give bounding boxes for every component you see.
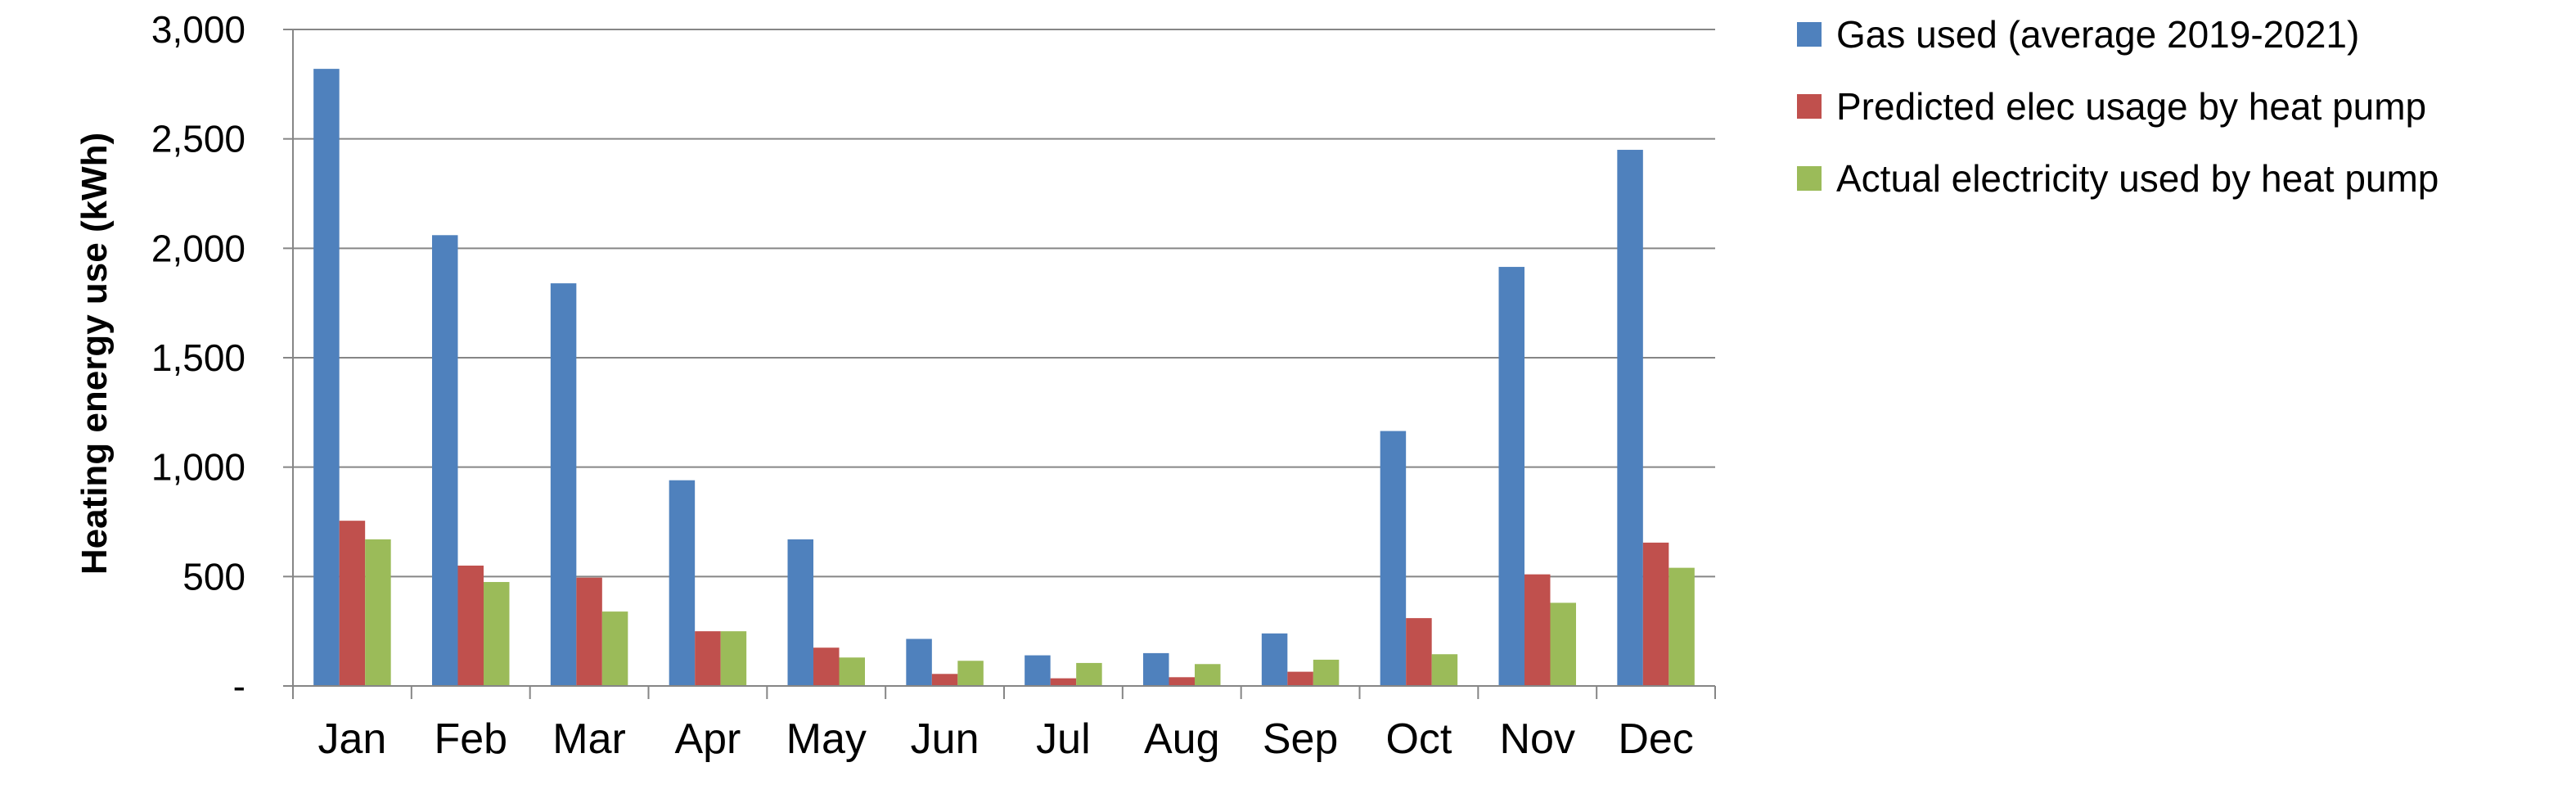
- y-tick-label: 1,000: [151, 446, 245, 489]
- axes: [292, 29, 1716, 699]
- bar-may-series-1: [787, 539, 813, 686]
- bar-sep-series-1: [1261, 633, 1288, 686]
- bar-aug-series-1: [1143, 652, 1169, 686]
- x-category-label: Dec: [1618, 715, 1693, 763]
- bar-sep-series-3: [1313, 659, 1340, 686]
- x-category-label: Jul: [1036, 715, 1090, 763]
- bar-oct-series-1: [1380, 431, 1407, 686]
- bar-dec-series-1: [1617, 150, 1643, 687]
- bar-may-series-2: [813, 647, 840, 686]
- bar-dec-series-2: [1642, 542, 1669, 686]
- x-category-label: Feb: [434, 715, 507, 763]
- bar-jun-series-3: [957, 661, 984, 686]
- bar-mar-series-1: [550, 283, 577, 686]
- y-tick-label: 1,500: [151, 336, 245, 379]
- bar-nov-series-1: [1498, 267, 1524, 686]
- legend-swatch: [1797, 166, 1822, 191]
- bar-jul-series-3: [1076, 662, 1102, 686]
- y-tick-label: 3,000: [151, 8, 245, 51]
- bar-jun-series-1: [906, 638, 932, 686]
- bar-may-series-3: [839, 657, 865, 686]
- bar-mar-series-2: [576, 577, 602, 686]
- y-tick-label: 2,500: [151, 118, 245, 160]
- bar-aug-series-2: [1169, 677, 1195, 686]
- x-category-label: Oct: [1385, 715, 1452, 763]
- bar-nov-series-3: [1550, 602, 1576, 686]
- bar-feb-series-2: [457, 565, 484, 686]
- legend-label: Gas used (average 2019-2021): [1836, 13, 2359, 56]
- bars: [313, 69, 1695, 687]
- legend-label: Predicted elec usage by heat pump: [1836, 85, 2426, 128]
- y-tick-labels: - 500 1,000 1,500 2,000 2,500 3,000: [151, 8, 245, 707]
- x-category-label: Sep: [1263, 715, 1339, 763]
- y-axis-title: Heating energy use (kWh): [74, 133, 115, 575]
- bar-sep-series-2: [1287, 671, 1313, 686]
- x-category-labels: Jan Feb Mar Apr May Jun Jul Aug Sep Oct Nov Dec: [317, 715, 1693, 763]
- bar-nov-series-2: [1524, 574, 1551, 686]
- y-tick-label: 500: [182, 555, 245, 598]
- x-category-label: Jan: [317, 715, 386, 763]
- bar-jan-series-2: [339, 521, 366, 686]
- legend: Gas used (average 2019-2021) Predicted el…: [1797, 13, 2439, 200]
- x-category-label: Jun: [911, 715, 980, 763]
- bar-feb-series-1: [432, 235, 458, 686]
- bar-feb-series-3: [484, 582, 510, 686]
- y-tick-label: 2,000: [151, 227, 245, 269]
- x-category-label: May: [786, 715, 867, 763]
- bar-jan-series-3: [365, 539, 391, 686]
- bar-oct-series-3: [1431, 654, 1458, 686]
- x-category-label: Nov: [1500, 715, 1575, 763]
- gridlines: [283, 29, 1715, 687]
- bar-jan-series-1: [313, 69, 340, 687]
- bar-mar-series-3: [601, 611, 628, 686]
- x-category-label: Mar: [552, 715, 626, 763]
- legend-swatch: [1797, 94, 1822, 119]
- y-tick-label: -: [233, 665, 245, 707]
- x-category-label: Apr: [674, 715, 741, 763]
- bar-aug-series-3: [1195, 664, 1221, 686]
- bar-oct-series-2: [1406, 618, 1432, 686]
- bar-jun-series-2: [931, 674, 958, 686]
- bar-apr-series-1: [669, 480, 696, 686]
- bar-jul-series-1: [1025, 655, 1051, 686]
- bar-apr-series-2: [695, 631, 721, 686]
- legend-swatch: [1797, 22, 1822, 47]
- bar-dec-series-3: [1669, 567, 1695, 686]
- bar-apr-series-3: [720, 631, 747, 686]
- legend-label: Actual electricity used by heat pump: [1836, 157, 2439, 200]
- x-category-label: Aug: [1144, 715, 1220, 763]
- bar-jul-series-2: [1050, 678, 1077, 686]
